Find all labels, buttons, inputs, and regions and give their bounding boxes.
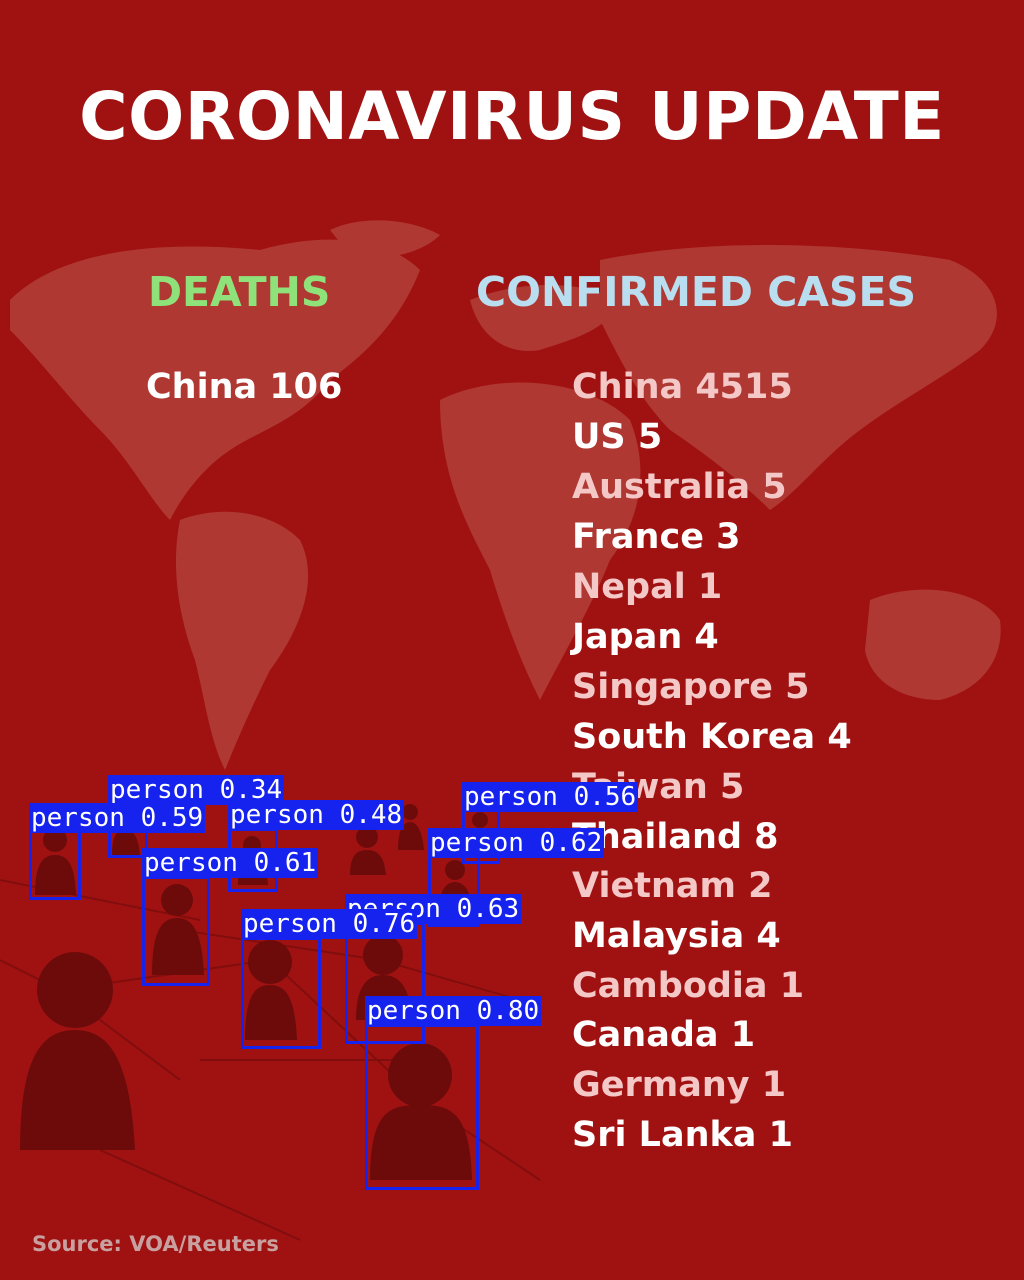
cases-entry: Nepal 1 xyxy=(572,567,723,607)
cases-entry: Malaysia 4 xyxy=(572,916,781,956)
confirmed-cases-heading: CONFIRMED CASES xyxy=(476,268,917,316)
cases-entry: Vietnam 2 xyxy=(572,866,773,906)
cases-entry: Sri Lanka 1 xyxy=(572,1115,793,1155)
detection-box xyxy=(365,1024,479,1190)
cases-entry: Singapore 5 xyxy=(572,667,810,707)
detection-label: person 0.76 xyxy=(241,909,418,939)
deaths-heading: DEATHS xyxy=(148,268,331,316)
cases-entry: China 4515 xyxy=(572,367,793,407)
cases-entry: France 3 xyxy=(572,517,741,557)
detection-label: person 0.56 xyxy=(462,782,639,812)
cases-entry: Australia 5 xyxy=(572,467,787,507)
detection-box xyxy=(29,830,81,900)
source-credit: Source: VOA/Reuters xyxy=(32,1232,279,1256)
cases-entry: Japan 4 xyxy=(572,617,719,657)
detection-label: person 0.80 xyxy=(365,996,542,1026)
detection-label: person 0.59 xyxy=(29,803,206,833)
detection-box xyxy=(241,937,321,1049)
detection-box xyxy=(142,876,210,986)
cases-entry: South Korea 4 xyxy=(572,717,852,757)
cases-entry: Thailand 8 xyxy=(572,817,779,857)
cases-entry: US 5 xyxy=(572,417,663,457)
detection-label: person 0.34 xyxy=(108,775,285,805)
detection-label: person 0.48 xyxy=(228,800,405,830)
cases-entry: Canada 1 xyxy=(572,1015,756,1055)
cases-entry: Germany 1 xyxy=(572,1065,787,1105)
detection-label: person 0.61 xyxy=(142,848,319,878)
page-title: CORONAVIRUS UPDATE xyxy=(79,78,945,155)
cases-entry: Cambodia 1 xyxy=(572,966,805,1006)
detection-label: person 0.62 xyxy=(428,828,605,858)
deaths-entry: China 106 xyxy=(146,367,343,407)
